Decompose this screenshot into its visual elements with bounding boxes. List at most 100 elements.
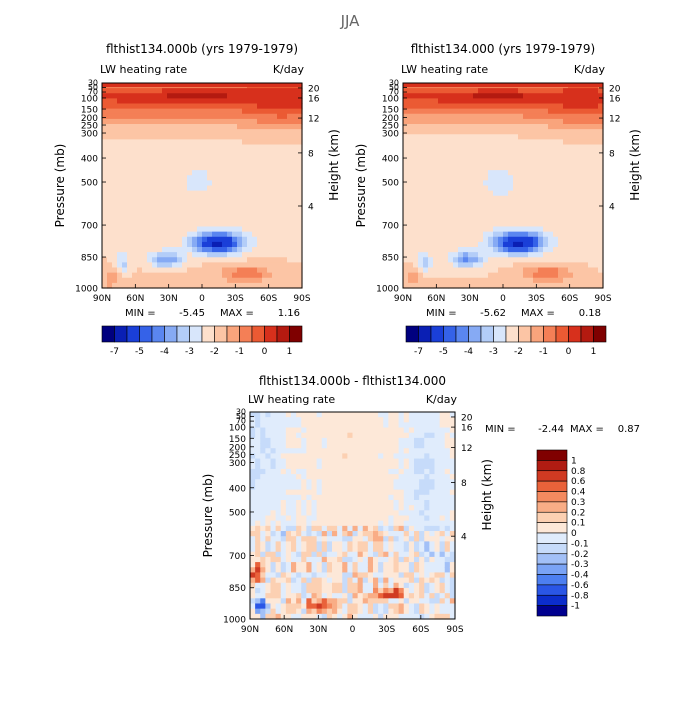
heatmap-cell	[433, 262, 439, 268]
heatmap-cell	[227, 191, 233, 197]
heatmap-cell	[483, 221, 489, 227]
heatmap-cell	[404, 469, 410, 475]
heatmap-cell	[593, 165, 599, 171]
heatmap-cell	[383, 510, 389, 516]
heatmap-cell	[404, 593, 410, 599]
heatmap-cell	[167, 170, 173, 176]
heatmap-cell	[488, 268, 494, 274]
heatmap-cell	[468, 252, 474, 258]
heatmap-cell	[327, 572, 333, 578]
heatmap-cell	[433, 252, 439, 258]
heatmap-cell	[438, 196, 444, 202]
colorbar	[102, 326, 302, 342]
heatmap-cell	[182, 262, 188, 268]
heatmap-cell	[286, 428, 292, 434]
heatmap-cell	[568, 221, 574, 227]
colorbar-swatch	[481, 326, 494, 342]
heatmap-cell	[453, 114, 459, 120]
heatmap-cell	[399, 531, 405, 537]
heatmap-cell	[286, 448, 292, 454]
heatmap-cell	[383, 417, 389, 423]
heatmap-cell	[408, 109, 414, 115]
heatmap-cell	[538, 221, 544, 227]
heatmap-cell	[553, 114, 559, 120]
heatmap-cell	[272, 227, 278, 233]
heatmap-cell	[419, 552, 425, 558]
heatmap-cell	[257, 165, 263, 171]
heatmap-cell	[399, 422, 405, 428]
heatmap-cell	[187, 104, 193, 110]
heatmap-cell	[207, 170, 213, 176]
heatmap-cell	[255, 505, 261, 511]
heatmap-cell	[414, 505, 420, 511]
heatmap-cell	[518, 252, 524, 258]
heatmap-cell	[212, 160, 218, 166]
heatmap-cell	[424, 557, 430, 563]
heatmap-cell	[418, 175, 424, 181]
heatmap-cell	[593, 268, 599, 274]
heatmap-cell	[271, 459, 277, 465]
heatmap-cell	[291, 598, 297, 604]
heatmap-cell	[102, 160, 108, 166]
heatmap-cell	[363, 572, 369, 578]
heatmap-cell	[523, 186, 529, 192]
heatmap-cell	[523, 160, 529, 166]
heatmap-cell	[463, 155, 469, 161]
heatmap-cell	[347, 578, 353, 584]
heatmap-cell	[583, 196, 589, 202]
heatmap-cell	[177, 191, 183, 197]
heatmap-cell	[383, 541, 389, 547]
heatmap-cell	[272, 150, 278, 156]
heatmap-cell	[463, 201, 469, 207]
heatmap-cell	[508, 196, 514, 202]
heatmap-cell	[296, 438, 302, 444]
heatmap-cell	[453, 104, 459, 110]
heatmap-cell	[513, 196, 519, 202]
heatmap-cell	[342, 490, 348, 496]
heatmap-cell	[262, 211, 268, 217]
heatmap-cell	[473, 196, 479, 202]
heatmap-cell	[202, 114, 208, 120]
heatmap-cell	[342, 598, 348, 604]
heatmap-cell	[332, 526, 338, 532]
heatmap-cell	[468, 206, 474, 212]
heatmap-cell	[578, 257, 584, 263]
heatmap-cell	[217, 170, 223, 176]
heatmap-cell	[563, 262, 569, 268]
heatmap-cell	[588, 170, 594, 176]
heatmap-cell	[523, 191, 529, 197]
heatmap-cell	[413, 186, 419, 192]
heatmap-cell	[373, 598, 379, 604]
heatmap-cell	[291, 428, 297, 434]
heatmap-cell	[373, 500, 379, 506]
heatmap-cell	[445, 412, 451, 418]
colorbar	[406, 326, 606, 342]
heatmap-cell	[267, 273, 273, 279]
heatmap-cell	[399, 526, 405, 532]
variable-label: LW heating rate	[401, 63, 488, 76]
heatmap-cell	[167, 134, 173, 140]
heatmap-cell	[287, 232, 293, 238]
heatmap-cell	[353, 448, 359, 454]
heatmap-cell	[383, 459, 389, 465]
heatmap-cell	[388, 531, 394, 537]
heatmap-cell	[202, 237, 208, 243]
heatmap-cell	[438, 114, 444, 120]
heatmap-cell	[409, 578, 415, 584]
y-tick-label: 850	[81, 254, 98, 264]
heatmap-cell	[292, 170, 298, 176]
heatmap-cell	[578, 273, 584, 279]
heatmap-cell	[448, 109, 454, 115]
heatmap-cell	[428, 191, 434, 197]
heatmap-cell	[424, 495, 430, 501]
heatmap-cell	[463, 114, 469, 120]
heatmap-cell	[222, 262, 228, 268]
heatmap-cell	[473, 206, 479, 212]
heatmap-cell	[222, 273, 228, 279]
heatmap-cell	[548, 216, 554, 222]
heatmap-cell	[383, 609, 389, 615]
heatmap-cell	[403, 186, 409, 192]
heatmap-cell	[142, 201, 148, 207]
heatmap-cell	[212, 273, 218, 279]
heatmap-cell	[394, 443, 400, 449]
